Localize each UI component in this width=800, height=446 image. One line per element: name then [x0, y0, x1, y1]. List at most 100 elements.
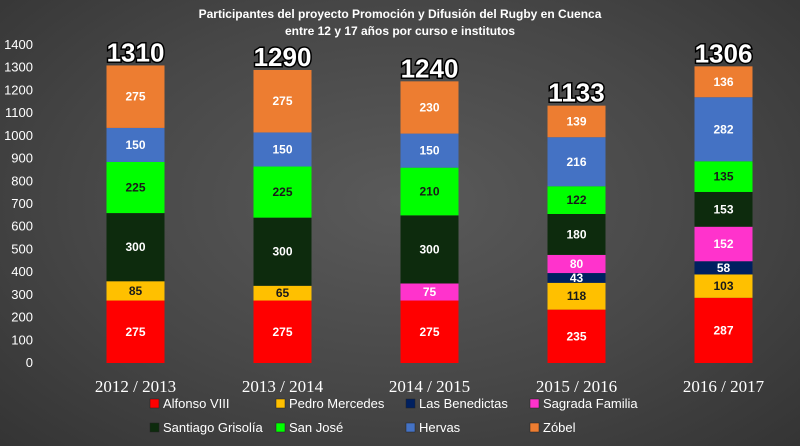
x-axis: 2012 / 2013 2013 / 2014 2014 / 2015 2015 / …	[95, 377, 765, 396]
legend-label: Pedro Mercedes	[289, 396, 385, 411]
bar-segment	[694, 274, 753, 298]
legend-label: San José	[289, 420, 343, 435]
segment-value-label: 275	[419, 325, 439, 339]
segment-value-label: 230	[419, 100, 439, 114]
legend: Alfonso VIII Pedro Mercedes Las Benedictas…	[149, 396, 638, 435]
legend-swatch	[275, 422, 286, 433]
chart-title: Participantes del proyecto Promoción y D…	[199, 7, 602, 21]
legend-swatch	[529, 422, 540, 433]
bar-segment	[253, 300, 312, 363]
segment-value-label: 150	[419, 144, 439, 158]
segment-value-label: 216	[566, 155, 586, 169]
bar-segment	[253, 132, 312, 167]
bar-segment	[253, 217, 312, 286]
segment-value-label: 139	[566, 114, 586, 128]
legend-label: Alfonso VIII	[163, 396, 229, 411]
segment-value-label: 58	[717, 261, 731, 275]
segment-value-label: 75	[423, 285, 437, 299]
segment-value-label: 152	[713, 237, 733, 251]
legend-label: Sagrada Familia	[543, 396, 638, 411]
legend-swatch	[405, 398, 416, 409]
y-tick-label: 1400	[4, 37, 33, 52]
segment-value-label: 287	[713, 323, 733, 337]
legend-swatch	[405, 422, 416, 433]
bar-segment	[106, 213, 165, 282]
total-label: 1306	[695, 38, 753, 68]
y-tick-label: 300	[11, 287, 33, 302]
bar-segment	[400, 283, 459, 301]
bar-segment	[547, 186, 606, 214]
y-tick-label: 1000	[4, 128, 33, 143]
legend-label: Hervas	[419, 420, 461, 435]
x-tick-label: 2013 / 2014	[242, 377, 324, 396]
segment-value-label: 150	[272, 142, 292, 156]
segment-value-label: 136	[713, 75, 733, 89]
segment-value-label: 282	[713, 122, 733, 136]
x-tick-label: 2012 / 2013	[95, 377, 176, 396]
total-label: 1310	[107, 37, 165, 67]
bar-segment	[547, 282, 606, 310]
bar-segment	[106, 281, 165, 301]
segment-value-label: 275	[125, 90, 145, 104]
segment-value-label: 275	[272, 325, 292, 339]
y-tick-label: 200	[11, 310, 33, 325]
y-axis: 0 100 200 300 400 500 600 700 800 900 1000 1100 1200…	[4, 37, 33, 370]
y-tick-label: 400	[11, 264, 33, 279]
y-tick-label: 900	[11, 151, 33, 166]
bar-segment	[400, 300, 459, 363]
x-tick-label: 2014 / 2015	[389, 377, 470, 396]
legend-swatch	[529, 398, 540, 409]
segment-value-label: 235	[566, 329, 586, 343]
legend-label: Zóbel	[543, 420, 576, 435]
y-tick-label: 1200	[4, 82, 33, 97]
bar-segment	[547, 273, 606, 283]
segment-value-label: 85	[129, 284, 143, 298]
bar-segment	[400, 167, 459, 216]
segment-value-label: 275	[272, 94, 292, 108]
bar-segment	[694, 226, 753, 262]
y-tick-label: 600	[11, 219, 33, 234]
legend-label: Las Benedictas	[419, 396, 508, 411]
bar-segment	[547, 105, 606, 138]
bar-segment	[400, 133, 459, 168]
total-label: 1290	[254, 42, 312, 72]
y-tick-label: 100	[11, 332, 33, 347]
bar-segment	[400, 215, 459, 284]
y-tick-label: 1100	[5, 105, 33, 120]
y-tick-label: 700	[11, 196, 33, 211]
bar-segment	[547, 137, 606, 187]
segment-value-label: 43	[570, 271, 584, 285]
bar-segment	[547, 213, 606, 255]
bar-segment	[694, 66, 753, 98]
segment-value-label: 103	[713, 279, 733, 293]
segment-value-label: 122	[566, 193, 586, 207]
segment-value-label: 300	[125, 240, 145, 254]
legend-swatch	[149, 422, 160, 433]
bar-segment	[253, 69, 312, 133]
total-label: 1240	[401, 53, 459, 83]
y-tick-label: 1300	[4, 60, 33, 75]
bar-segment	[694, 161, 753, 192]
segment-value-label: 80	[570, 257, 584, 271]
segment-value-label: 300	[272, 245, 292, 259]
bar-segment	[106, 300, 165, 363]
segment-value-label: 225	[272, 185, 292, 199]
chart-subtitle: entre 12 y 17 años por curso e instituto…	[285, 24, 515, 38]
bar-segment	[106, 127, 165, 162]
bar-segment	[106, 65, 165, 128]
bar-segment	[694, 261, 753, 275]
bar-segment	[253, 166, 312, 218]
segment-value-label: 275	[125, 325, 145, 339]
x-tick-label: 2015 / 2016	[536, 377, 617, 396]
legend-swatch	[275, 398, 286, 409]
total-label: 1133	[548, 78, 604, 108]
bar-segment	[694, 97, 753, 162]
bar-segment	[694, 191, 753, 227]
segment-value-label: 210	[419, 185, 439, 199]
segment-value-label: 150	[125, 138, 145, 152]
x-tick-label: 2016 / 2017	[683, 377, 765, 396]
bar-segment	[106, 161, 165, 214]
y-tick-label: 500	[11, 241, 33, 256]
